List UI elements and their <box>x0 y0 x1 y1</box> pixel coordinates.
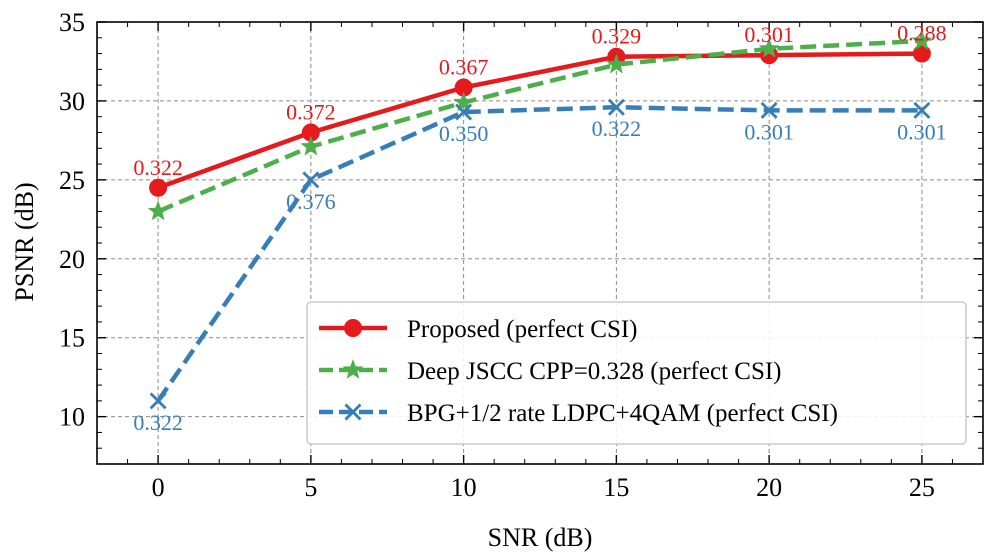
axes: 0 5 10 15 20 25 10 15 20 25 30 35 <box>59 8 984 502</box>
series-1-data-label: 0.372 <box>286 100 336 125</box>
series-2-point <box>147 200 169 221</box>
series-3-point <box>455 103 473 121</box>
legend-box <box>306 301 967 445</box>
series-2-point <box>605 53 627 74</box>
y-tick-label: 20 <box>59 245 85 274</box>
series-1-data-label: 0.367 <box>439 55 489 80</box>
series-3-data-label: 0.301 <box>744 119 794 144</box>
series-line-3 <box>156 104 922 403</box>
series-3-point-stroke <box>607 98 625 116</box>
series-1-point <box>149 178 168 197</box>
x-tick-label: 0 <box>152 473 165 502</box>
series-3-data-label: 0.376 <box>286 189 336 214</box>
series-3-point-stroke <box>455 103 473 121</box>
series-3-point <box>302 171 320 189</box>
series-1-data-label: 0.329 <box>592 24 642 49</box>
legend-marker-3-stroke <box>344 403 362 421</box>
x-tick-label: 15 <box>603 473 629 502</box>
y-tick-label: 35 <box>59 8 85 37</box>
x-axis-title: SNR (dB) <box>488 523 593 552</box>
legend-label-2: Deep JSCC CPP=0.328 (perfect CSI) <box>407 358 782 385</box>
x-tick-label: 5 <box>304 473 317 502</box>
y-tick-label: 25 <box>59 166 85 195</box>
series-1-data-label: 0.288 <box>897 21 947 46</box>
series-2-point <box>453 91 475 112</box>
series-3-point-stroke <box>760 101 778 119</box>
y-axis-title: PSNR (dB) <box>10 182 39 301</box>
y-tick-label: 10 <box>59 403 85 432</box>
series-3-data-label: 0.322 <box>133 410 183 435</box>
series-group <box>147 30 933 410</box>
series-3-data-label: 0.322 <box>592 116 642 141</box>
x-tick-label: 10 <box>451 473 477 502</box>
legend: Proposed (perfect CSI) Deep JSCC CPP=0.32… <box>306 301 967 445</box>
y-tick-label: 30 <box>59 87 85 116</box>
series-3-point <box>913 101 931 119</box>
series-2-point <box>758 37 780 58</box>
series-1-data-label: 0.322 <box>133 155 183 180</box>
legend-marker-2 <box>342 359 364 379</box>
series-1-data-label: 0.301 <box>744 22 794 47</box>
series-3-point-stroke <box>149 392 167 410</box>
legend-label-3: BPG+1/2 rate LDPC+4QAM (perfect CSI) <box>407 400 838 427</box>
legend-marker-3 <box>344 403 362 421</box>
x-tick-label: 20 <box>756 473 782 502</box>
y-tick-label: 15 <box>59 324 85 353</box>
series-3-point <box>149 392 167 410</box>
series-2-point <box>911 30 933 50</box>
data-labels: 0.322 0.372 0.367 0.329 0.301 0.288 0.322 0.376… <box>133 21 946 435</box>
series-line-1 <box>157 51 922 190</box>
x-tick-label: 25 <box>909 473 935 502</box>
series-3-data-label: 0.350 <box>439 121 489 146</box>
series-2-point <box>300 135 322 156</box>
series-1-point <box>912 44 931 63</box>
series-line-2 <box>157 38 923 214</box>
legend-label-1: Proposed (perfect CSI) <box>407 316 638 343</box>
series-3-point <box>607 98 625 116</box>
series-3-point-stroke <box>913 101 931 119</box>
series-3-point-stroke <box>302 171 320 189</box>
series-3-data-label: 0.301 <box>897 119 947 144</box>
legend-marker-1 <box>344 319 362 337</box>
series-3-point <box>760 101 778 119</box>
